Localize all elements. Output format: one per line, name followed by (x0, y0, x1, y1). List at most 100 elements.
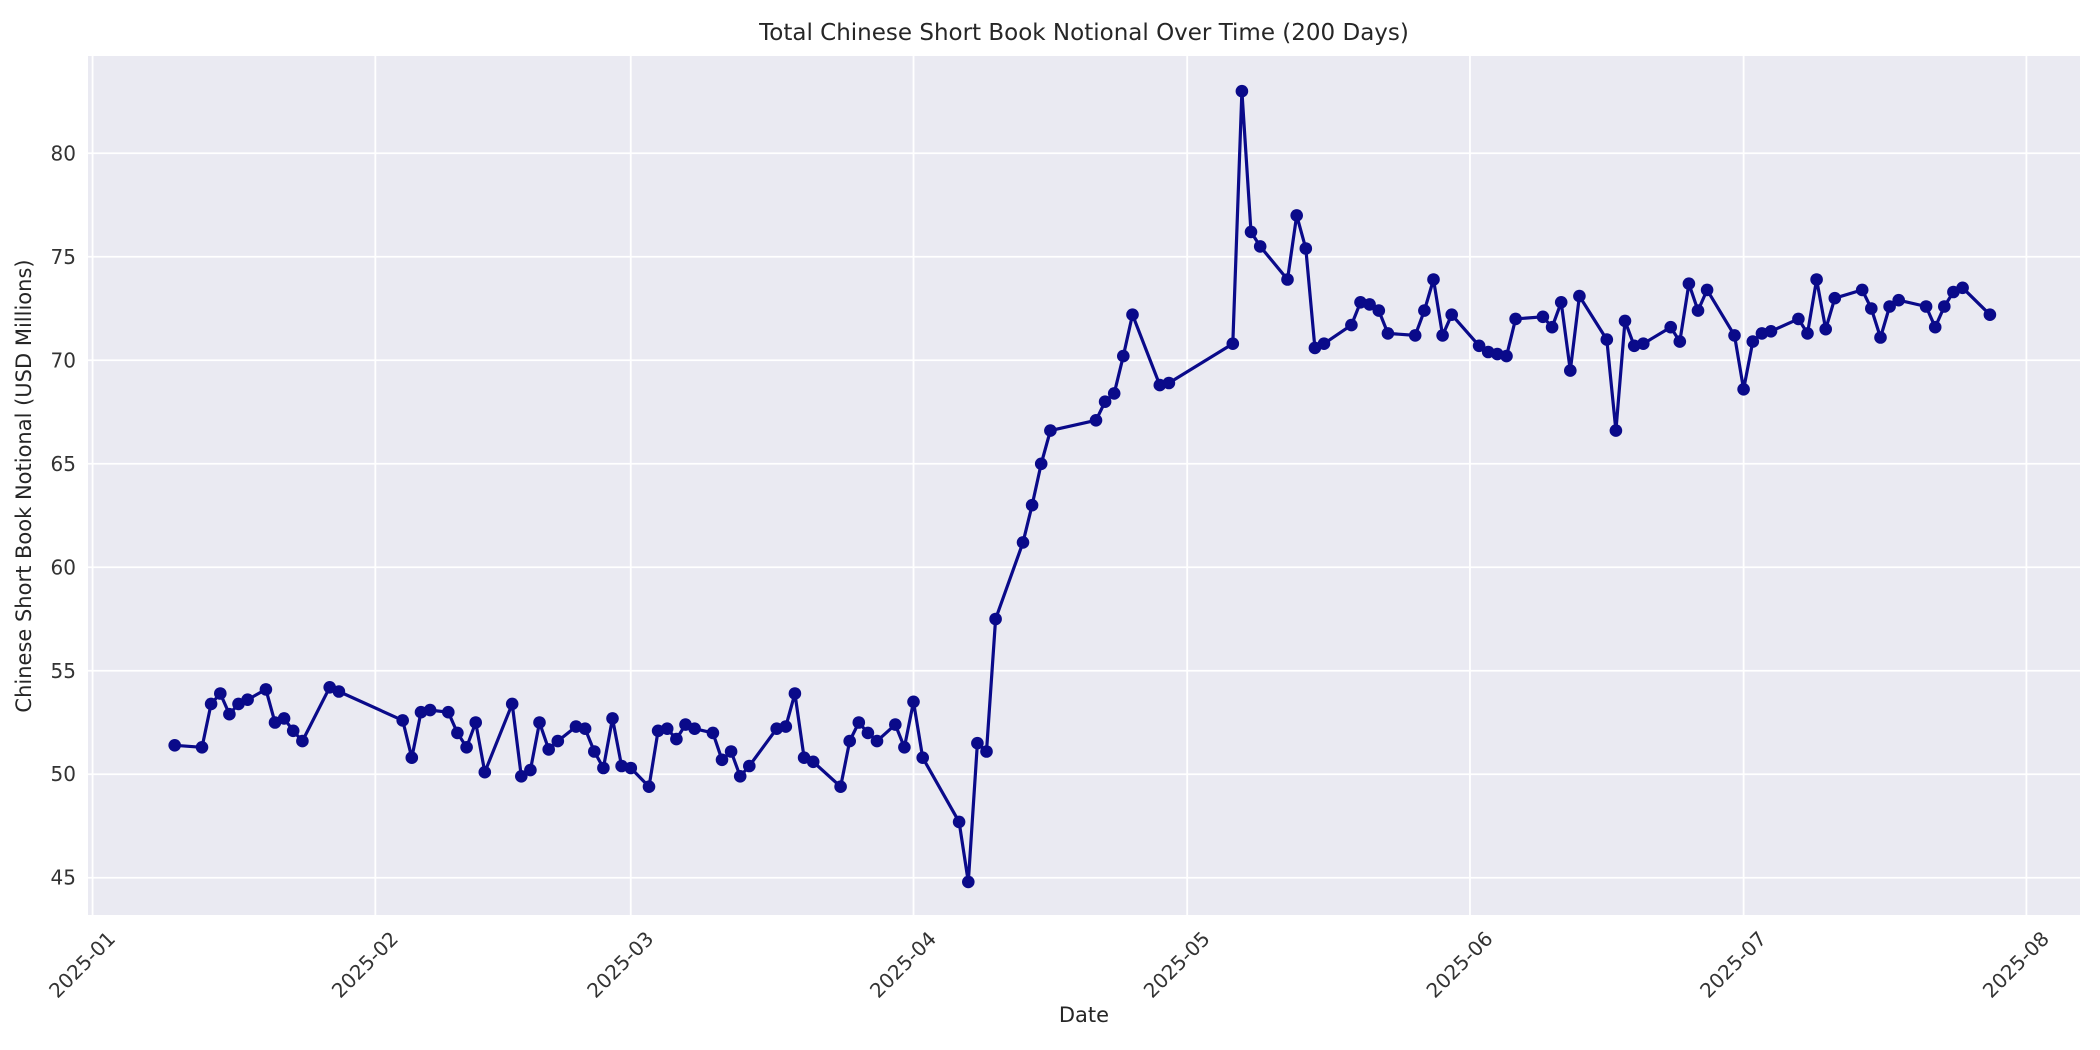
data-point-marker (405, 751, 419, 764)
data-point-marker (788, 687, 802, 700)
data-point-marker (1956, 281, 1969, 295)
data-point-marker (606, 712, 619, 725)
series-markers (168, 84, 1997, 889)
data-point-marker (1883, 300, 1896, 313)
data-point-marker (1673, 335, 1687, 348)
y-tick-label: 50 (51, 762, 76, 786)
data-point-marker (204, 697, 218, 711)
data-point-marker (852, 716, 866, 729)
data-point-marker (1682, 277, 1696, 291)
x-tick-label: 2025-04 (865, 927, 941, 1003)
data-series (168, 84, 1997, 889)
data-point-marker (806, 755, 820, 769)
data-point-marker (168, 739, 181, 752)
data-point-marker (597, 761, 610, 775)
plot-area (88, 56, 2080, 915)
data-point-marker (1372, 304, 1386, 317)
data-point-marker (1573, 289, 1586, 303)
data-point-marker (1317, 337, 1331, 351)
data-point-marker (1226, 337, 1240, 351)
y-tick-label: 45 (51, 866, 76, 890)
data-point-marker (1281, 273, 1294, 286)
data-point-marker (1801, 327, 1814, 340)
x-tick-label: 2025-07 (1695, 927, 1771, 1003)
data-point-marker (451, 726, 464, 740)
data-point-marker (1691, 304, 1705, 317)
data-point-marker (1792, 312, 1805, 326)
data-point-marker (861, 726, 875, 740)
data-point-marker (1089, 414, 1103, 427)
data-point-marker (898, 741, 911, 754)
data-point-marker (1928, 320, 1942, 334)
data-point-marker (296, 734, 309, 748)
data-point-marker (1919, 300, 1933, 313)
data-point-marker (1162, 376, 1176, 390)
data-point-marker (889, 718, 902, 731)
data-point-marker (1509, 312, 1522, 326)
data-point-marker (1117, 349, 1130, 363)
data-point-marker (1044, 424, 1057, 437)
data-point-marker (1025, 498, 1039, 512)
data-point-marker (1536, 310, 1550, 324)
data-point-marker (460, 741, 473, 754)
y-tick-label: 75 (51, 245, 76, 269)
data-point-marker (1345, 318, 1358, 332)
y-tick-label: 60 (51, 555, 76, 579)
data-point-marker (1098, 395, 1112, 409)
data-point-marker (524, 763, 537, 777)
x-tick-label: 2025-05 (1139, 927, 1215, 1003)
data-point-marker (1244, 225, 1258, 239)
data-point-marker (223, 707, 236, 721)
data-point-marker (1554, 296, 1568, 309)
data-point-marker (286, 724, 300, 738)
data-point-marker (971, 736, 984, 750)
data-point-marker (843, 734, 856, 748)
data-point-marker (916, 751, 929, 764)
data-point-marker (1034, 457, 1048, 471)
data-point-marker (980, 745, 993, 758)
data-point-marker (1253, 240, 1267, 253)
data-point-marker (1746, 335, 1760, 348)
data-point-marker (1107, 387, 1121, 400)
data-point-marker (578, 722, 592, 735)
data-point-marker (1819, 322, 1832, 336)
x-tick-label: 2025-02 (327, 927, 403, 1003)
data-point-marker (241, 693, 254, 706)
x-tick-label: 2025-03 (582, 927, 658, 1003)
data-point-marker (505, 697, 519, 711)
y-axis-label: Chinese Short Book Notional (USD Million… (12, 259, 36, 712)
data-point-marker (551, 734, 565, 748)
data-point-marker (533, 716, 546, 729)
y-tick-label: 70 (51, 348, 76, 372)
data-point-marker (779, 720, 793, 733)
data-point-marker (706, 726, 720, 740)
x-axis-label: Date (1059, 1003, 1109, 1027)
data-point-marker (952, 815, 966, 829)
data-point-marker (1892, 293, 1905, 307)
data-point-marker (1290, 209, 1303, 222)
data-point-marker (1445, 308, 1458, 322)
x-tick-label: 2025-08 (1978, 927, 2054, 1003)
data-point-marker (1983, 308, 1997, 322)
data-point-marker (870, 734, 884, 748)
y-tick-label: 80 (51, 141, 76, 165)
data-point-marker (1810, 273, 1823, 286)
x-axis-tick-labels: 2025-01 2025-02 2025-03 2025-04 2025-05 2025-… (44, 927, 2054, 1003)
data-point-marker (1618, 314, 1632, 328)
data-point-marker (907, 695, 920, 709)
data-point-marker (1381, 327, 1395, 340)
data-point-marker (542, 743, 555, 756)
data-point-marker (1609, 424, 1623, 437)
data-point-marker (1737, 383, 1750, 396)
gridlines (88, 56, 2080, 915)
data-point-marker (277, 712, 291, 725)
data-point-marker (1874, 331, 1887, 344)
data-point-marker (1363, 298, 1376, 311)
data-point-marker (1700, 283, 1714, 297)
data-point-marker (588, 745, 601, 758)
data-point-marker (743, 759, 756, 773)
data-point-marker (1472, 339, 1486, 353)
data-point-marker (1564, 364, 1577, 377)
